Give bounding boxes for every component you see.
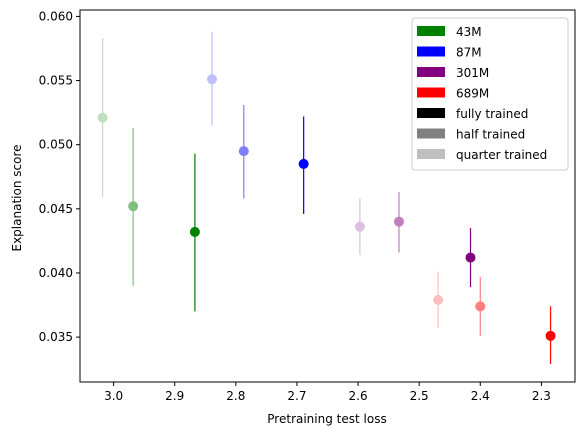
x-axis-label: Pretraining test loss (267, 412, 386, 426)
legend-label: 87M (456, 46, 482, 60)
y-tick-label: 0.055 (39, 74, 73, 88)
data-point (97, 112, 108, 123)
legend-box (411, 17, 569, 171)
legend-swatch (417, 26, 445, 36)
x-tick-label: 2.9 (165, 389, 184, 403)
x-tick-label: 2.4 (471, 389, 490, 403)
y-tick-label: 0.040 (39, 266, 73, 280)
axes: 3.0 2.9 2.8 2.7 2.6 2.5 2.4 2.3 0.035 0.040 0.045 0… (39, 9, 576, 403)
legend: 43M 87M 301M 689M fully trained half trained q… (411, 17, 569, 171)
legend-swatch (417, 108, 445, 118)
x-tick-label: 2.5 (410, 389, 429, 403)
data-point (354, 221, 365, 232)
legend-label: 301M (456, 66, 489, 80)
y-axis-label: Explanation score (10, 145, 24, 252)
legend-label: quarter trained (456, 148, 547, 162)
x-tick-label: 2.6 (349, 389, 368, 403)
legend-swatch (417, 128, 445, 139)
x-tick-label: 3.0 (104, 389, 123, 403)
legend-swatch (417, 67, 445, 77)
legend-swatch (417, 87, 445, 98)
data-point (298, 158, 309, 169)
x-tick-label: 2.7 (287, 389, 306, 403)
data-marks (97, 31, 556, 365)
y-tick-label: 0.045 (39, 202, 73, 216)
plot-frame (79, 9, 576, 383)
x-tick-label: 2.3 (532, 389, 551, 403)
data-point (465, 252, 476, 263)
data-point (207, 74, 217, 85)
data-point (433, 294, 444, 305)
data-point (238, 146, 249, 157)
y-tick-label: 0.035 (39, 330, 73, 344)
legend-label: 43M (456, 25, 482, 39)
data-point (545, 330, 556, 341)
data-point (475, 301, 486, 312)
y-tick-label: 0.050 (39, 138, 73, 152)
data-point (394, 216, 404, 227)
data-point (189, 226, 200, 237)
x-tick-label: 2.8 (226, 389, 245, 403)
legend-swatch (417, 149, 445, 159)
legend-label: fully trained (456, 107, 528, 121)
legend-swatch (417, 46, 445, 57)
data-point (128, 201, 139, 212)
y-tick-label: 0.060 (39, 9, 73, 23)
legend-label: 689M (456, 87, 489, 101)
legend-label: half trained (456, 128, 525, 142)
